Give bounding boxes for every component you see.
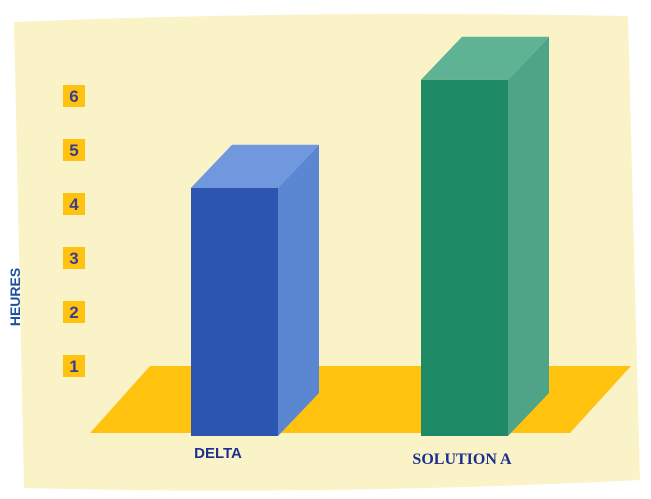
y-tick-badge xyxy=(63,247,85,269)
y-axis-label: HEURES xyxy=(7,268,23,326)
bar-delta-front xyxy=(191,187,278,436)
y-tick-label: 4 xyxy=(69,195,79,214)
chart-floor xyxy=(90,366,631,433)
y-tick-badge xyxy=(63,85,85,107)
y-tick-label: 5 xyxy=(69,141,78,160)
y-tick-4: 4 xyxy=(63,193,85,215)
y-axis-ticks: 1 2 3 4 5 6 xyxy=(63,85,85,377)
y-tick-1: 1 xyxy=(63,355,85,377)
y-tick-badge xyxy=(63,355,85,377)
y-tick-label: 1 xyxy=(69,357,78,376)
bar-solution-a xyxy=(421,36,549,437)
y-tick-badge xyxy=(63,193,85,215)
y-tick-6: 6 xyxy=(63,85,85,107)
category-label-solution-a: SOLUTION A xyxy=(412,451,512,468)
bar-solution-a-front xyxy=(421,79,508,437)
bar-delta-side xyxy=(278,144,319,437)
bar-delta xyxy=(191,144,319,437)
y-tick-badge xyxy=(63,139,85,161)
bar-delta-top xyxy=(191,144,319,188)
y-tick-label: 2 xyxy=(69,303,78,322)
y-tick-label: 6 xyxy=(69,87,78,106)
y-tick-5: 5 xyxy=(63,139,85,161)
y-tick-3: 3 xyxy=(63,247,85,269)
y-tick-2: 2 xyxy=(63,301,85,323)
bar-solution-a-top xyxy=(421,36,549,80)
y-tick-badge xyxy=(63,301,85,323)
bar-solution-a-side xyxy=(508,36,549,437)
y-tick-label: 3 xyxy=(69,249,78,268)
bars xyxy=(191,36,549,437)
category-label-delta: DELTA xyxy=(194,445,242,462)
